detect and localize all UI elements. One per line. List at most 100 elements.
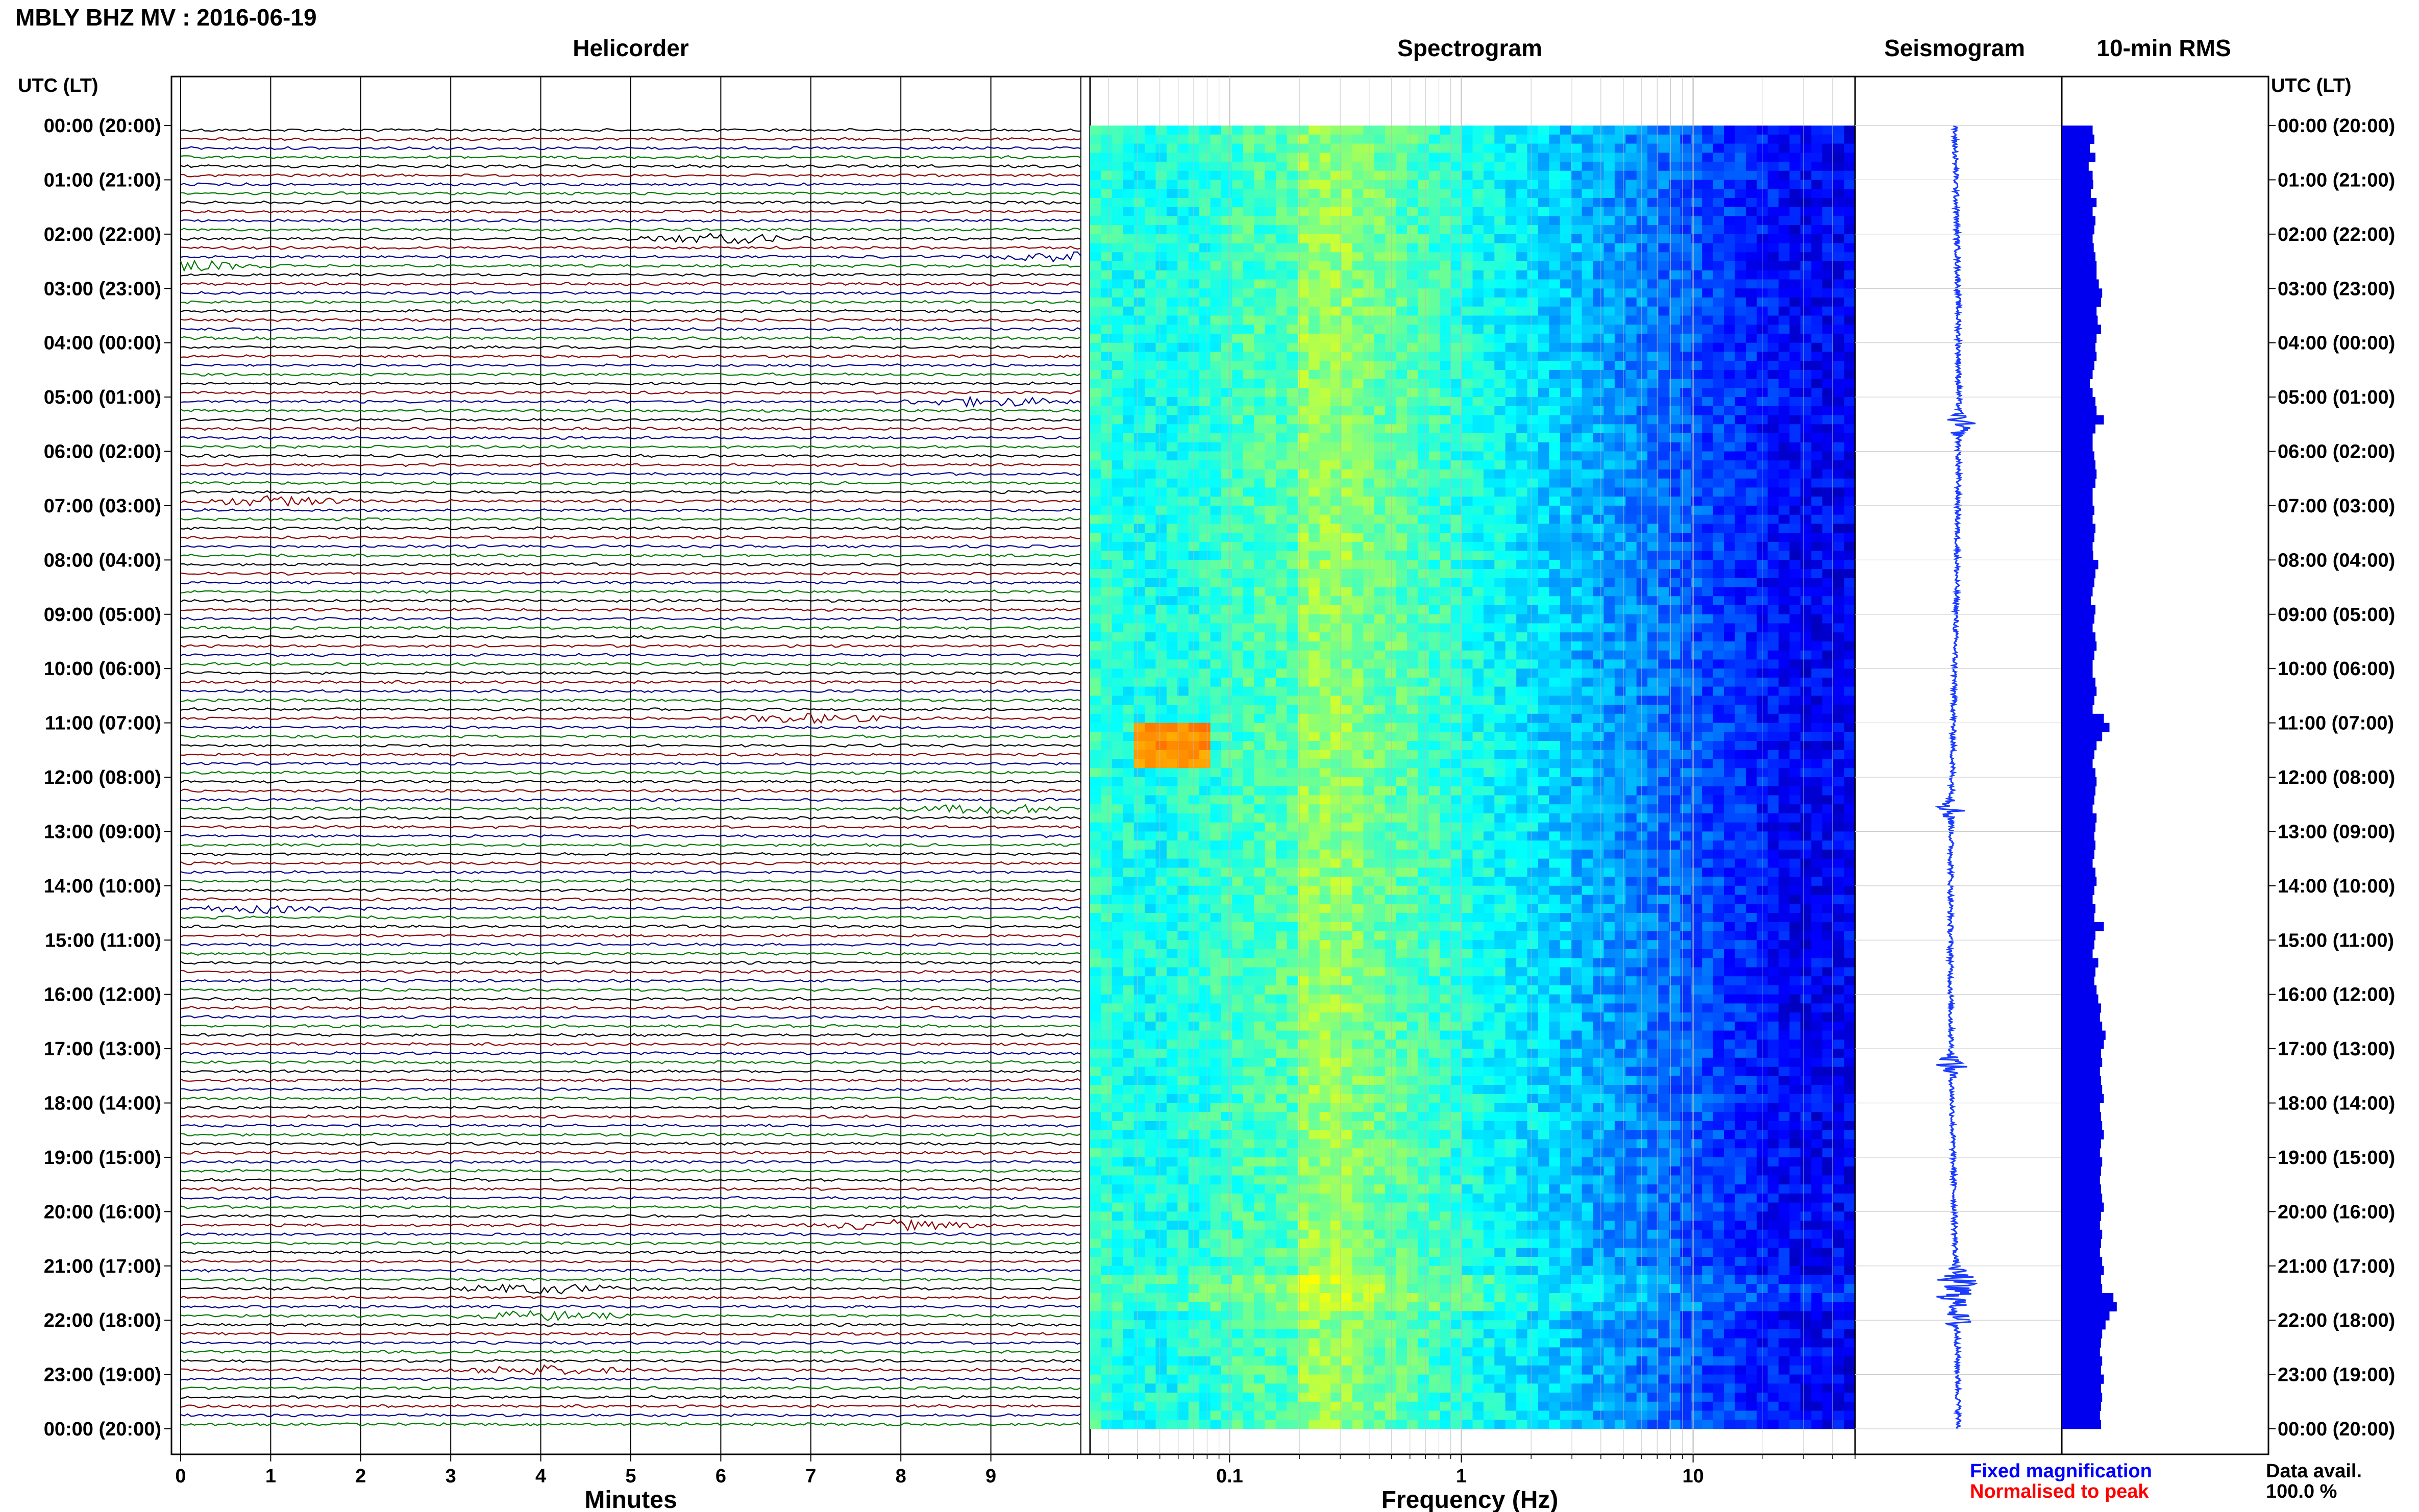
spectrogram-cell xyxy=(1396,460,1408,470)
spectrogram-cell xyxy=(1297,804,1309,814)
spectrogram-cell xyxy=(1276,415,1287,425)
spectrogram-cell xyxy=(1352,1049,1364,1058)
spectrogram-cell xyxy=(1232,840,1244,850)
spectrogram-cell xyxy=(1418,270,1429,280)
spectrogram-cell xyxy=(1428,1329,1440,1339)
spectrogram-cell xyxy=(1221,424,1232,434)
spectrogram-cell xyxy=(1418,451,1429,461)
spectrogram-cell xyxy=(1297,243,1309,253)
spectrogram-cell xyxy=(1145,922,1156,932)
spectrogram-cell xyxy=(1440,895,1451,904)
spectrogram-cell xyxy=(1309,732,1320,741)
spectrogram-cell xyxy=(1297,161,1309,171)
spectrogram-cell xyxy=(1407,1229,1418,1240)
spectrogram-cell xyxy=(1123,813,1134,823)
spectrogram-cell xyxy=(1418,786,1429,796)
spectrogram-cell xyxy=(1396,804,1408,814)
spectrogram-cell xyxy=(1145,813,1156,823)
spectrogram-cell xyxy=(1418,668,1429,678)
spectrogram-cell xyxy=(1440,1221,1451,1230)
spectrogram-cell xyxy=(1210,143,1222,153)
spectrogram-cell xyxy=(1309,1049,1320,1058)
spectrogram-cell xyxy=(1221,967,1232,977)
spectrogram-cell xyxy=(1319,985,1331,995)
spectrogram-cell xyxy=(1166,596,1178,606)
spectrogram-cell xyxy=(1287,713,1298,724)
spectrogram-cell xyxy=(1090,361,1101,370)
spectrogram-cell xyxy=(1243,705,1254,714)
spectrogram-cell xyxy=(1396,596,1408,606)
spectrogram-cell xyxy=(1407,533,1418,542)
spectrogram-cell xyxy=(1276,885,1287,896)
spectrogram-cell xyxy=(1155,732,1167,741)
spectrogram-cell xyxy=(1210,487,1222,497)
spectrogram-cell xyxy=(1210,1021,1222,1031)
spectrogram-cell xyxy=(1374,161,1386,171)
spectrogram-cell xyxy=(1232,686,1244,696)
spectrogram-cell xyxy=(1133,234,1145,244)
spectrogram-cell xyxy=(1166,415,1178,425)
helicorder-trace xyxy=(180,544,1081,549)
spectrogram-cell xyxy=(1374,180,1386,189)
spectrogram-cell xyxy=(1407,967,1418,977)
spectrogram-cell xyxy=(1188,514,1200,524)
spectrogram-cell xyxy=(1428,134,1440,144)
spectrogram-cell xyxy=(1287,623,1298,633)
spectrogram-cell xyxy=(1112,587,1123,597)
spectrogram-cell xyxy=(1341,741,1353,751)
spectrogram-cell xyxy=(1352,913,1364,923)
spectrogram-cell xyxy=(1309,1157,1320,1167)
spectrogram-cell xyxy=(1319,197,1331,208)
spectrogram-cell xyxy=(1210,252,1222,262)
spectrogram-cell xyxy=(1232,279,1244,289)
spectrogram-cell xyxy=(1145,668,1156,678)
spectrogram-cell xyxy=(1188,696,1200,705)
spectrogram-cell xyxy=(1133,1175,1145,1185)
spectrogram-cell xyxy=(1385,342,1397,352)
spectrogram-cell xyxy=(1450,369,1462,380)
helicorder-trace xyxy=(180,1259,1081,1263)
spectrogram-cell xyxy=(1309,1311,1320,1321)
spectrogram-cell xyxy=(1133,596,1145,606)
spectrogram-cell xyxy=(1265,931,1276,940)
spectrogram-cell xyxy=(1155,1184,1167,1194)
spectrogram-cell xyxy=(1177,161,1189,171)
spectrogram-cell xyxy=(1418,361,1429,370)
spectrogram-cell xyxy=(1440,659,1451,669)
spectrogram-cell xyxy=(1440,207,1451,216)
spectrogram-cell xyxy=(1428,1257,1440,1267)
spectrogram-cell xyxy=(1177,895,1189,904)
spectrogram-cell xyxy=(1112,1184,1123,1194)
spectrogram-cell xyxy=(1243,1193,1254,1203)
spectrogram-cell xyxy=(1440,741,1451,751)
spectrogram-cell xyxy=(1166,668,1178,678)
spectrogram-cell xyxy=(1287,885,1298,896)
spectrogram-cell xyxy=(1309,315,1320,325)
spectrogram-cell xyxy=(1199,1302,1211,1311)
spectrogram-cell xyxy=(1330,551,1342,560)
spectrogram-cell xyxy=(1221,1202,1232,1212)
spectrogram-cell xyxy=(1309,252,1320,262)
spectrogram-cell xyxy=(1199,388,1211,398)
spectrogram-cell xyxy=(1276,1112,1287,1122)
spectrogram-cell xyxy=(1309,623,1320,633)
spectrogram-cell xyxy=(1254,1003,1266,1013)
spectrogram-cell xyxy=(1166,143,1178,153)
spectrogram-cell xyxy=(1101,1329,1113,1339)
spectrogram-cell xyxy=(1166,1057,1178,1068)
spectrogram-cell xyxy=(1428,406,1440,416)
spectrogram-cell xyxy=(1319,858,1331,868)
spectrogram-cell xyxy=(1297,325,1309,334)
spectrogram-cell xyxy=(1309,379,1320,388)
spectrogram-cell xyxy=(1276,487,1287,497)
spectrogram-cell xyxy=(1133,668,1145,678)
spectrogram-cell xyxy=(1297,524,1309,533)
spectrogram-cell xyxy=(1440,904,1451,913)
spectrogram-cell xyxy=(1101,207,1113,216)
spectrogram-cell xyxy=(1232,1030,1244,1040)
spectrogram-cell xyxy=(1341,533,1353,542)
spectrogram-cell xyxy=(1341,487,1353,497)
spectrogram-cell xyxy=(1145,804,1156,814)
spectrogram-cell xyxy=(1309,1039,1320,1049)
